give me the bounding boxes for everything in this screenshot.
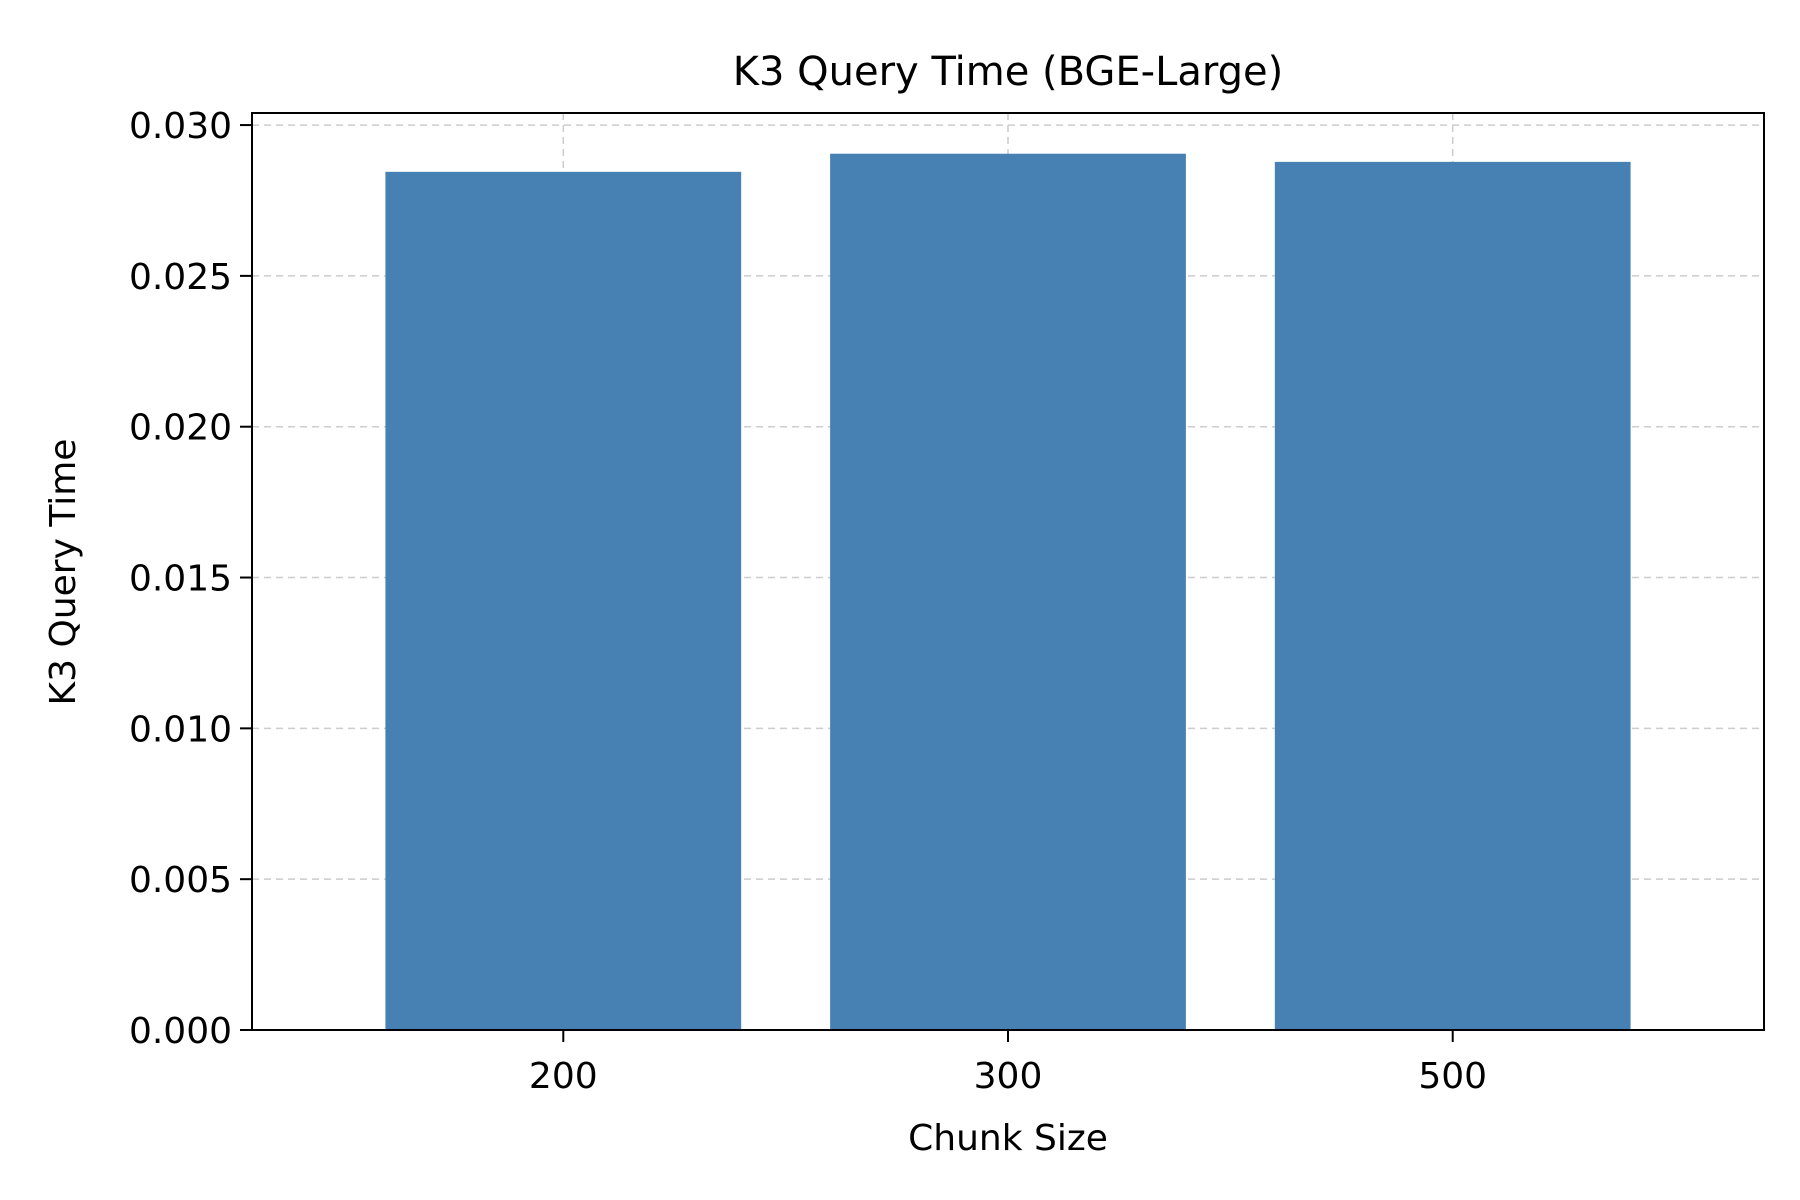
x-axis: 200 300 500: [529, 1030, 1487, 1097]
bar-500: [1274, 161, 1631, 1030]
x-tick-label: 300: [974, 1056, 1043, 1097]
y-tick-label: 0.005: [129, 860, 232, 901]
x-tick-label: 500: [1418, 1056, 1487, 1097]
x-axis-label: Chunk Size: [908, 1118, 1108, 1159]
y-tick-label: 0.000: [129, 1011, 232, 1052]
y-tick-label: 0.025: [129, 257, 232, 298]
y-tick-label: 0.010: [129, 709, 232, 750]
bars: [385, 153, 1631, 1030]
y-tick-label: 0.015: [129, 559, 232, 600]
x-tick-label: 200: [529, 1056, 598, 1097]
y-tick-label: 0.020: [129, 408, 232, 449]
chart-title: K3 Query Time (BGE-Large): [733, 49, 1283, 95]
bar-200: [385, 171, 742, 1030]
y-axis: 0.000 0.005 0.010 0.015 0.020 0.025 0.030: [129, 106, 252, 1052]
y-axis-label: K3 Query Time: [43, 439, 84, 706]
bar-300: [830, 153, 1186, 1030]
y-tick-label: 0.030: [129, 106, 232, 147]
